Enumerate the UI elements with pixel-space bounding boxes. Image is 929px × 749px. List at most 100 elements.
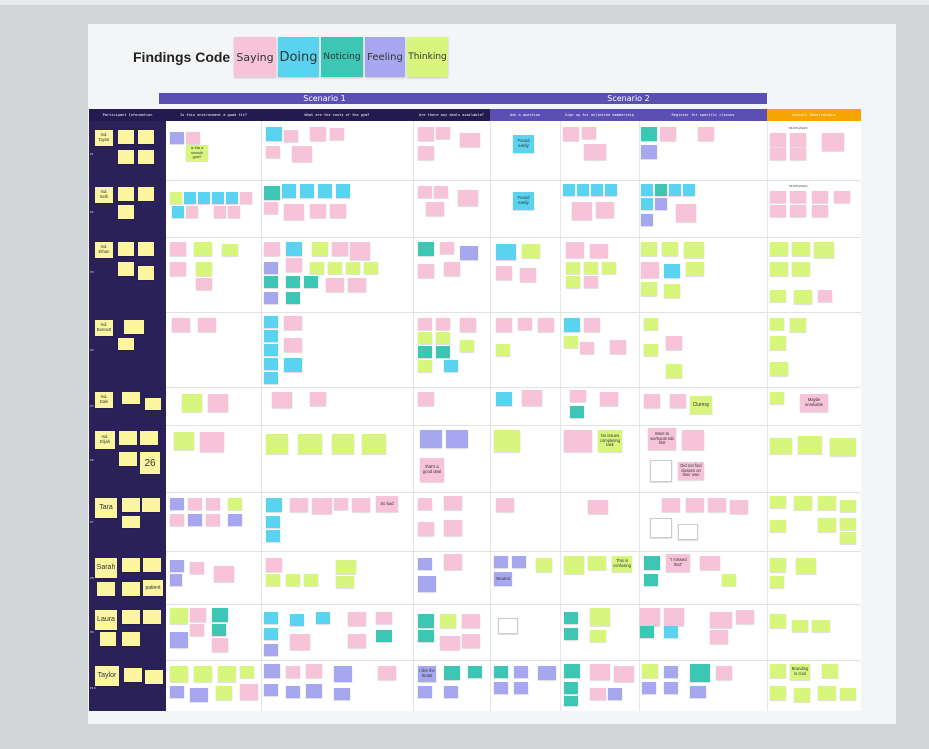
sticky-note[interactable] <box>364 262 378 274</box>
sticky-note[interactable] <box>346 262 360 274</box>
sticky-note[interactable] <box>664 264 680 278</box>
sticky-note[interactable] <box>640 608 660 626</box>
sticky-note[interactable] <box>440 614 456 628</box>
participant-info-note[interactable] <box>119 452 137 466</box>
sticky-note[interactable] <box>264 316 278 328</box>
participant-info-note[interactable] <box>100 632 116 646</box>
sticky-note[interactable] <box>818 686 836 700</box>
sticky-note[interactable] <box>218 666 236 682</box>
sticky-note[interactable] <box>190 562 204 574</box>
sticky-note[interactable] <box>188 498 202 510</box>
sticky-note[interactable] <box>240 666 254 678</box>
sticky-note[interactable] <box>214 566 234 582</box>
sticky-note[interactable] <box>700 556 720 570</box>
sticky-note[interactable] <box>814 242 834 258</box>
sticky-note[interactable] <box>608 688 622 700</box>
sticky-note[interactable]: that's a good deal <box>420 458 444 482</box>
sticky-note[interactable] <box>822 664 838 678</box>
sticky-note[interactable] <box>642 664 658 678</box>
participant-info-note[interactable] <box>122 582 140 596</box>
sticky-note[interactable] <box>566 262 580 274</box>
participant-name-note[interactable]: Taylor <box>95 666 119 686</box>
sticky-note[interactable] <box>298 434 322 454</box>
sticky-note[interactable] <box>264 242 280 256</box>
legend-chip-saying[interactable]: Saying <box>234 37 276 77</box>
sticky-note[interactable] <box>770 392 784 404</box>
sticky-note[interactable] <box>641 145 657 159</box>
sticky-note[interactable] <box>418 558 432 570</box>
sticky-note[interactable] <box>418 614 434 628</box>
sticky-note[interactable] <box>170 192 182 204</box>
sticky-note[interactable] <box>716 666 732 680</box>
sticky-note[interactable] <box>790 191 806 203</box>
sticky-note[interactable] <box>790 133 806 147</box>
sticky-note[interactable] <box>264 628 278 640</box>
sticky-note[interactable]: No issues completing task <box>598 430 622 452</box>
sticky-note[interactable] <box>194 242 212 256</box>
sticky-note[interactable] <box>666 364 682 378</box>
sticky-note[interactable] <box>600 392 618 406</box>
sticky-note[interactable] <box>512 556 526 568</box>
sticky-note[interactable] <box>222 244 238 256</box>
sticky-note[interactable] <box>434 186 448 198</box>
sticky-note[interactable] <box>284 130 298 142</box>
sticky-note[interactable] <box>686 262 704 276</box>
sticky-note[interactable] <box>286 574 300 586</box>
sticky-note[interactable] <box>170 560 184 572</box>
sticky-note[interactable] <box>290 634 310 650</box>
sticky-note[interactable] <box>830 438 856 456</box>
sticky-note[interactable] <box>460 340 474 352</box>
sticky-note[interactable] <box>378 666 396 680</box>
sticky-note[interactable] <box>840 688 856 700</box>
sticky-note[interactable] <box>796 558 816 574</box>
sticky-note[interactable] <box>444 360 458 372</box>
sticky-note[interactable] <box>641 262 659 278</box>
sticky-note[interactable] <box>418 318 432 330</box>
participant-info-note[interactable] <box>138 266 154 280</box>
sticky-note[interactable] <box>326 278 344 292</box>
sticky-note[interactable] <box>666 336 682 350</box>
sticky-note[interactable] <box>170 666 188 682</box>
sticky-note[interactable] <box>770 362 788 376</box>
sticky-note[interactable] <box>664 666 678 678</box>
sticky-note[interactable]: Found easily <box>513 135 534 153</box>
sticky-note[interactable] <box>566 242 584 258</box>
sticky-note[interactable] <box>200 432 224 452</box>
sticky-note[interactable] <box>196 262 212 276</box>
sticky-note[interactable] <box>590 664 610 680</box>
participant-info-note[interactable] <box>143 558 161 572</box>
sticky-note[interactable] <box>770 664 786 678</box>
sticky-note[interactable] <box>840 532 856 544</box>
sticky-note[interactable] <box>710 630 728 644</box>
sticky-note[interactable] <box>212 624 226 636</box>
participant-info-note[interactable] <box>122 498 140 512</box>
sticky-note[interactable] <box>226 192 238 204</box>
sticky-note[interactable] <box>306 684 322 698</box>
legend-chip-feeling[interactable]: Feeling <box>365 37 405 77</box>
sticky-note[interactable] <box>418 146 434 160</box>
sticky-note[interactable] <box>514 682 528 694</box>
sticky-note[interactable] <box>264 684 278 696</box>
sticky-note[interactable] <box>590 688 606 700</box>
sticky-note[interactable] <box>266 516 280 528</box>
sticky-note[interactable] <box>588 556 606 570</box>
sticky-note[interactable] <box>216 686 232 700</box>
sticky-note[interactable] <box>444 262 460 276</box>
participant-name-note[interactable]: Sarah <box>95 558 117 578</box>
sticky-note[interactable] <box>730 500 748 514</box>
sticky-note[interactable] <box>641 127 657 141</box>
sticky-note[interactable] <box>184 192 196 204</box>
participant-info-note[interactable] <box>118 150 134 164</box>
participant-info-note[interactable] <box>118 187 134 201</box>
sticky-note[interactable] <box>494 666 508 678</box>
sticky-note[interactable] <box>266 530 280 542</box>
sticky-note[interactable]: Clumsy <box>690 396 712 414</box>
sticky-note[interactable]: Branding is cool <box>790 664 810 680</box>
sticky-note[interactable] <box>290 498 308 512</box>
sticky-note[interactable] <box>212 192 224 204</box>
legend-chip-noticing[interactable]: Noticing <box>321 37 363 77</box>
sticky-note[interactable] <box>664 284 680 298</box>
sticky-note[interactable] <box>584 144 606 160</box>
sticky-note[interactable] <box>770 336 786 350</box>
sticky-note[interactable] <box>286 666 300 678</box>
